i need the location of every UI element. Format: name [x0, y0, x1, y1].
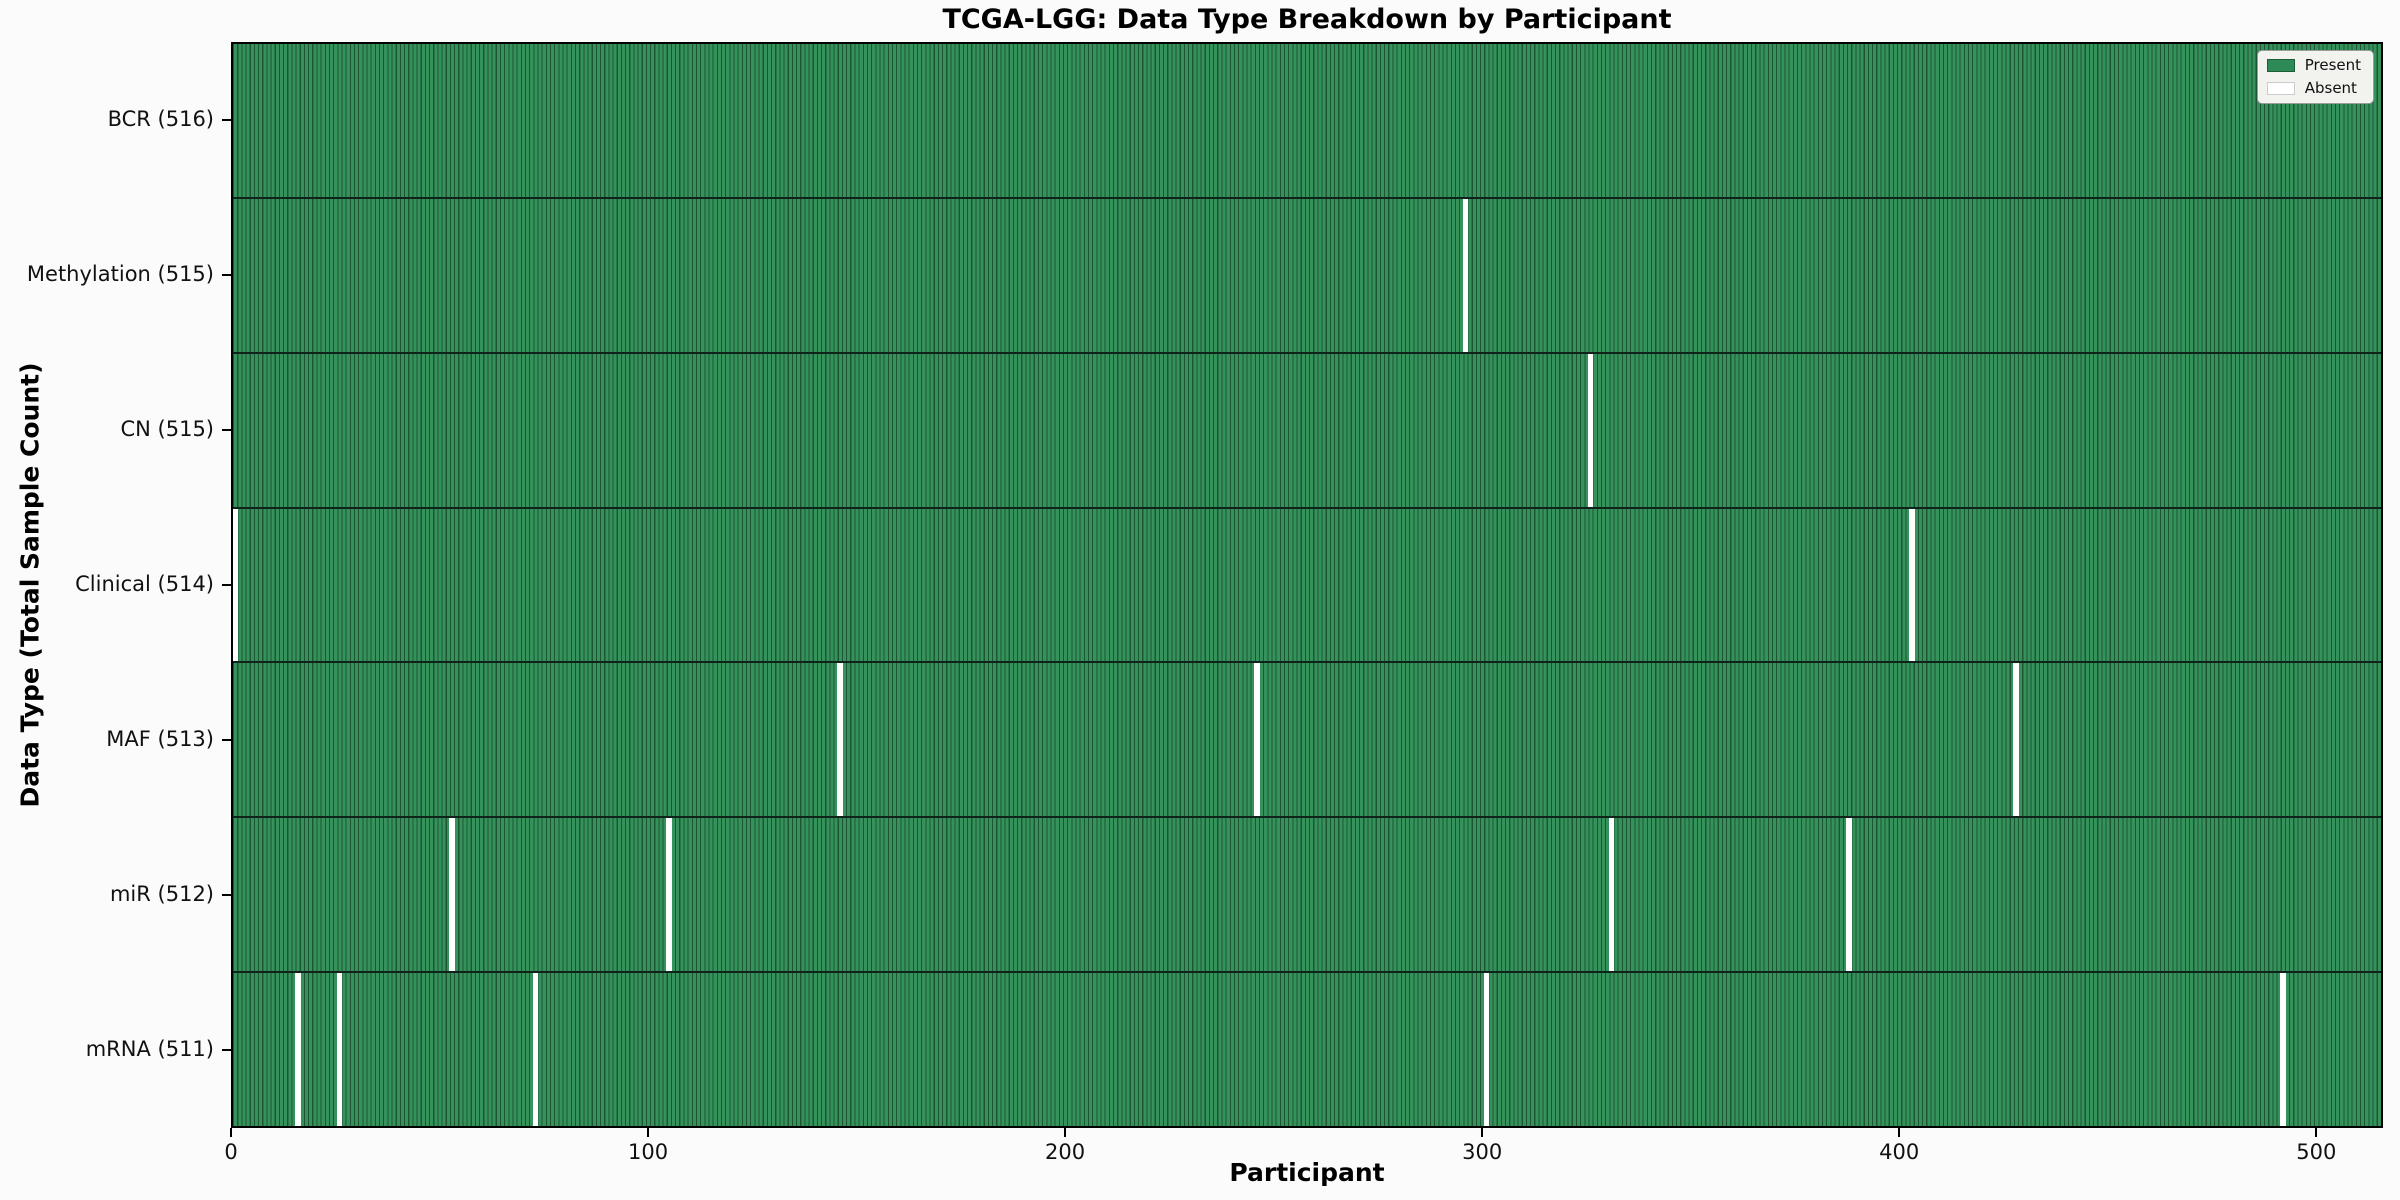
y-tick-mark — [222, 739, 231, 742]
x-tick-label: 200 — [1045, 1140, 1086, 1164]
y-tick-mark — [222, 584, 231, 586]
y-tick-label: MAF (513) — [106, 727, 214, 752]
y-tick-mark — [222, 1049, 231, 1052]
y-tick-mark — [222, 118, 231, 121]
x-tick-mark — [230, 1128, 232, 1137]
x-tick-mark — [1898, 1128, 1901, 1137]
x-tick-label: 100 — [628, 1140, 669, 1164]
x-tick-mark — [647, 1128, 650, 1137]
y-tick-label: BCR (516) — [107, 106, 214, 131]
row-maf — [233, 663, 2381, 819]
absent-gap — [233, 508, 238, 662]
x-tick-mark — [1481, 1128, 1484, 1137]
absent-gap — [294, 973, 301, 1127]
y-tick-label: Clinical (514) — [75, 572, 214, 596]
y-tick-label: Methylation (515) — [26, 261, 214, 286]
y-tick-label: miR (512) — [109, 882, 214, 907]
absent-gap — [1908, 508, 1915, 662]
absent-gap — [837, 663, 843, 817]
row-clinical — [233, 508, 2381, 664]
x-tick-mark — [2315, 1128, 2318, 1137]
y-tick-label: CN (515) — [120, 416, 214, 441]
absent-gap — [666, 818, 672, 972]
absent-gap — [1462, 198, 1469, 352]
row-mir — [233, 818, 2381, 974]
heatmap-rows — [233, 44, 2381, 1127]
absent-gap — [532, 973, 539, 1127]
legend-label-present: Present — [2304, 56, 2361, 74]
y-tick-mark — [222, 273, 231, 276]
x-tick-label: 300 — [1462, 1140, 1503, 1164]
chart-title: TCGA-LGG: Data Type Breakdown by Partici… — [942, 4, 1672, 35]
row-methylation — [233, 198, 2381, 354]
absent-gap — [1608, 818, 1615, 972]
absent-gap — [1587, 353, 1594, 507]
x-tick-label: 0 — [224, 1140, 238, 1164]
plot-area: Present Absent — [231, 42, 2383, 1128]
legend-item-present: Present — [2266, 56, 2361, 74]
x-tick-mark — [1064, 1128, 1067, 1137]
absent-gap — [336, 973, 343, 1127]
x-tick-label: 500 — [2296, 1140, 2337, 1164]
absent-gap — [2013, 663, 2019, 817]
row-mrna — [233, 973, 2381, 1127]
x-axis-label: Participant — [1229, 1158, 1385, 1187]
legend-swatch-absent-icon — [2266, 82, 2295, 95]
row-cn — [233, 353, 2381, 509]
y-tick-label: mRNA (511) — [85, 1037, 214, 1062]
absent-gap — [2280, 973, 2286, 1127]
legend-swatch-present-icon — [2266, 59, 2295, 72]
absent-gap — [1846, 818, 1852, 972]
y-tick-mark — [222, 428, 231, 431]
legend-label-absent: Absent — [2304, 79, 2357, 97]
legend-item-absent: Absent — [2266, 79, 2361, 97]
legend: Present Absent — [2256, 50, 2374, 104]
absent-gap — [1483, 973, 1490, 1127]
y-tick-mark — [222, 894, 231, 897]
row-bcr — [233, 44, 2381, 199]
absent-gap — [449, 818, 455, 972]
absent-gap — [1254, 663, 1260, 817]
x-tick-label: 400 — [1879, 1140, 1920, 1164]
